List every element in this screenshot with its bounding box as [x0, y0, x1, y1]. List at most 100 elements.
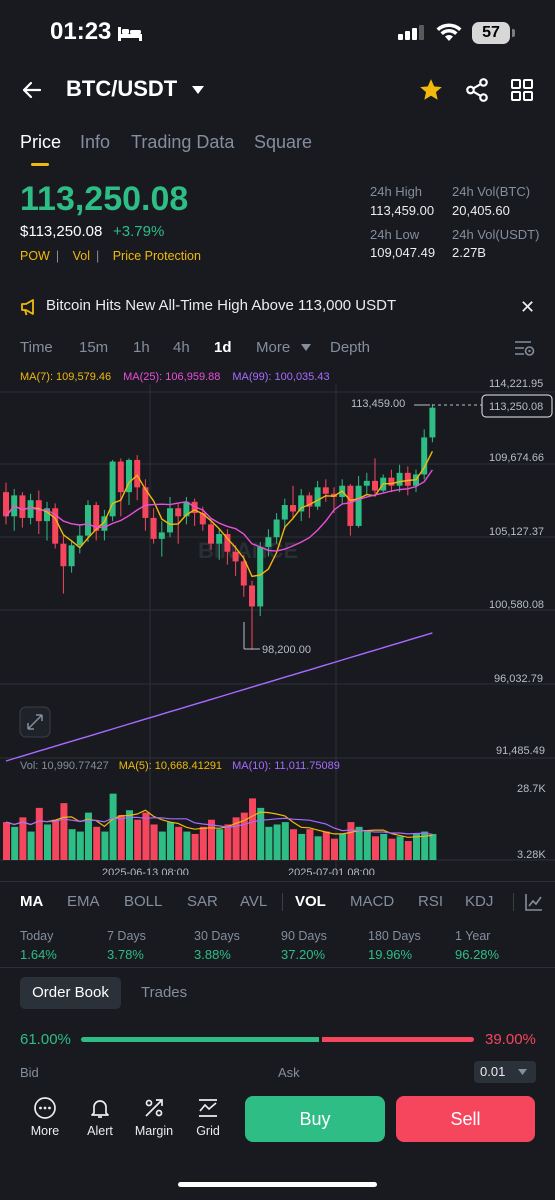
more-button[interactable]: More — [17, 1096, 73, 1138]
tag-vol[interactable]: Vol — [72, 249, 90, 263]
stat-24h-vol-btc: 20,405.60 — [452, 203, 510, 218]
precision-select[interactable]: 0.01 — [474, 1061, 536, 1083]
volume-bar — [76, 831, 84, 860]
low-marker: 98,200.00 — [243, 622, 311, 656]
chart-settings-icon[interactable] — [514, 339, 536, 357]
volume-bar — [396, 836, 404, 860]
candle-body — [322, 487, 329, 494]
candle-body — [396, 472, 403, 486]
indicator-sar[interactable]: SAR — [187, 893, 218, 910]
fullscreen-icon[interactable] — [19, 706, 51, 738]
candle-body — [117, 461, 124, 493]
candle-body — [93, 505, 100, 531]
current-price-tag[interactable]: 113,250.08 — [481, 394, 553, 418]
timeframe-more[interactable]: More — [256, 339, 291, 356]
tab-order-book[interactable]: Order Book — [20, 977, 121, 1009]
tag-pow[interactable]: POW — [20, 249, 50, 263]
caret-down-icon[interactable] — [192, 86, 204, 94]
candle-body — [175, 508, 182, 517]
perf-30d-label: 30 Days — [194, 929, 240, 943]
candle-body — [372, 480, 378, 491]
tab-info[interactable]: Info — [80, 132, 111, 152]
candle-body — [232, 551, 239, 562]
volume-bar — [11, 826, 19, 860]
timeframe-depth[interactable]: Depth — [330, 339, 371, 356]
alert-button[interactable]: Alert — [72, 1096, 128, 1138]
tab-square[interactable]: Square — [254, 132, 313, 152]
volume-bar — [93, 826, 101, 860]
ma-legend: MA(7): 109,579.46 MA(25): 106,959.88 MA(… — [20, 371, 330, 383]
tag-price-protection[interactable]: Price Protection — [112, 249, 201, 263]
volume-bar — [85, 812, 92, 860]
buy-button[interactable]: Buy — [245, 1096, 385, 1142]
stat-24h-high-label: 24h High — [370, 184, 423, 199]
candle-body — [216, 534, 223, 544]
volume-bar — [191, 833, 199, 860]
indicator-rsi[interactable]: RSI — [418, 893, 444, 910]
wifi-icon — [436, 23, 462, 41]
home-indicator — [178, 1182, 377, 1187]
y-tick-2: 109,674.66 — [489, 452, 544, 464]
y-tick-5: 96,032.79 — [494, 673, 543, 685]
tab-trading-data[interactable]: Trading Data — [131, 132, 235, 152]
bid-percentage: 61.00% — [20, 1031, 71, 1048]
timeframe-time[interactable]: Time — [20, 339, 53, 356]
indicator-vol[interactable]: VOL — [295, 893, 326, 910]
perf-7d-label: 7 Days — [107, 929, 146, 943]
candle-body — [429, 407, 436, 438]
timeframe-1h[interactable]: 1h — [133, 339, 150, 356]
indicator-avl[interactable]: AVL — [240, 893, 268, 910]
pair-title[interactable]: BTC/USDT — [66, 76, 178, 101]
indicator-macd[interactable]: MACD — [350, 893, 395, 910]
volume-legend: Vol: 10,990.77427 MA(5): 10,668.41291 MA… — [20, 760, 340, 772]
high-marker: 113,459.00 — [351, 398, 482, 410]
volume-bar — [68, 829, 76, 860]
candle-body — [134, 459, 141, 488]
candle-body — [363, 480, 370, 486]
volume-bar — [290, 829, 297, 860]
stat-24h-vol-usdt-label: 24h Vol(USDT) — [452, 227, 540, 242]
candle-body — [257, 546, 264, 607]
volume-bar — [322, 831, 330, 860]
stat-24h-vol-usdt: 2.27B — [452, 245, 486, 260]
timeframe-15m[interactable]: 15m — [79, 339, 109, 356]
candle-body — [224, 534, 231, 552]
favorite-star-icon[interactable] — [418, 77, 444, 103]
candle-body — [3, 492, 9, 517]
candle-body — [60, 543, 67, 567]
caret-down-icon[interactable] — [301, 344, 311, 351]
high-marker-label: 113,459.00 — [351, 398, 405, 410]
share-icon[interactable] — [464, 77, 490, 103]
tab-trades[interactable]: Trades — [141, 984, 188, 1001]
volume-bar — [273, 824, 281, 860]
indicator-ema[interactable]: EMA — [67, 893, 100, 910]
announcement-text[interactable]: Bitcoin Hits New All-Time High Above 113… — [46, 297, 397, 314]
tab-price[interactable]: Price — [20, 132, 62, 152]
indicator-chart-icon[interactable] — [524, 892, 544, 912]
indicator-ma[interactable]: MA — [20, 893, 44, 910]
back-arrow-icon[interactable] — [20, 78, 44, 102]
perf-1y-value: 96.28% — [455, 947, 500, 962]
ma99-line — [5, 632, 433, 762]
ma7-line — [5, 450, 434, 578]
ma25-line — [5, 469, 433, 552]
volume-bar — [175, 826, 183, 860]
megaphone-icon — [21, 299, 34, 316]
indicator-boll[interactable]: BOLL — [124, 893, 163, 910]
candlestick-chart[interactable]: BINANCE 113,459.00 98,200.00 113,250.08 … — [0, 375, 555, 875]
vol-ma10-line — [5, 816, 433, 835]
indicator-kdj[interactable]: KDJ — [465, 893, 494, 910]
close-icon[interactable]: ✕ — [520, 297, 536, 317]
vol-ma10-value: MA(10): 11,011.75089 — [232, 760, 340, 772]
timeframe-4h[interactable]: 4h — [173, 339, 190, 356]
margin-button[interactable]: Margin — [126, 1096, 182, 1138]
timeframe-1d[interactable]: 1d — [214, 339, 232, 356]
layout-grid-icon[interactable] — [510, 78, 534, 102]
grid-button[interactable]: Grid — [180, 1096, 236, 1138]
candle-body — [199, 513, 206, 525]
bell-icon — [91, 1100, 109, 1118]
margin-icon — [145, 1099, 163, 1117]
perf-90d-value: 37.20% — [281, 947, 326, 962]
sell-button[interactable]: Sell — [396, 1096, 535, 1142]
candle-body — [421, 437, 428, 475]
